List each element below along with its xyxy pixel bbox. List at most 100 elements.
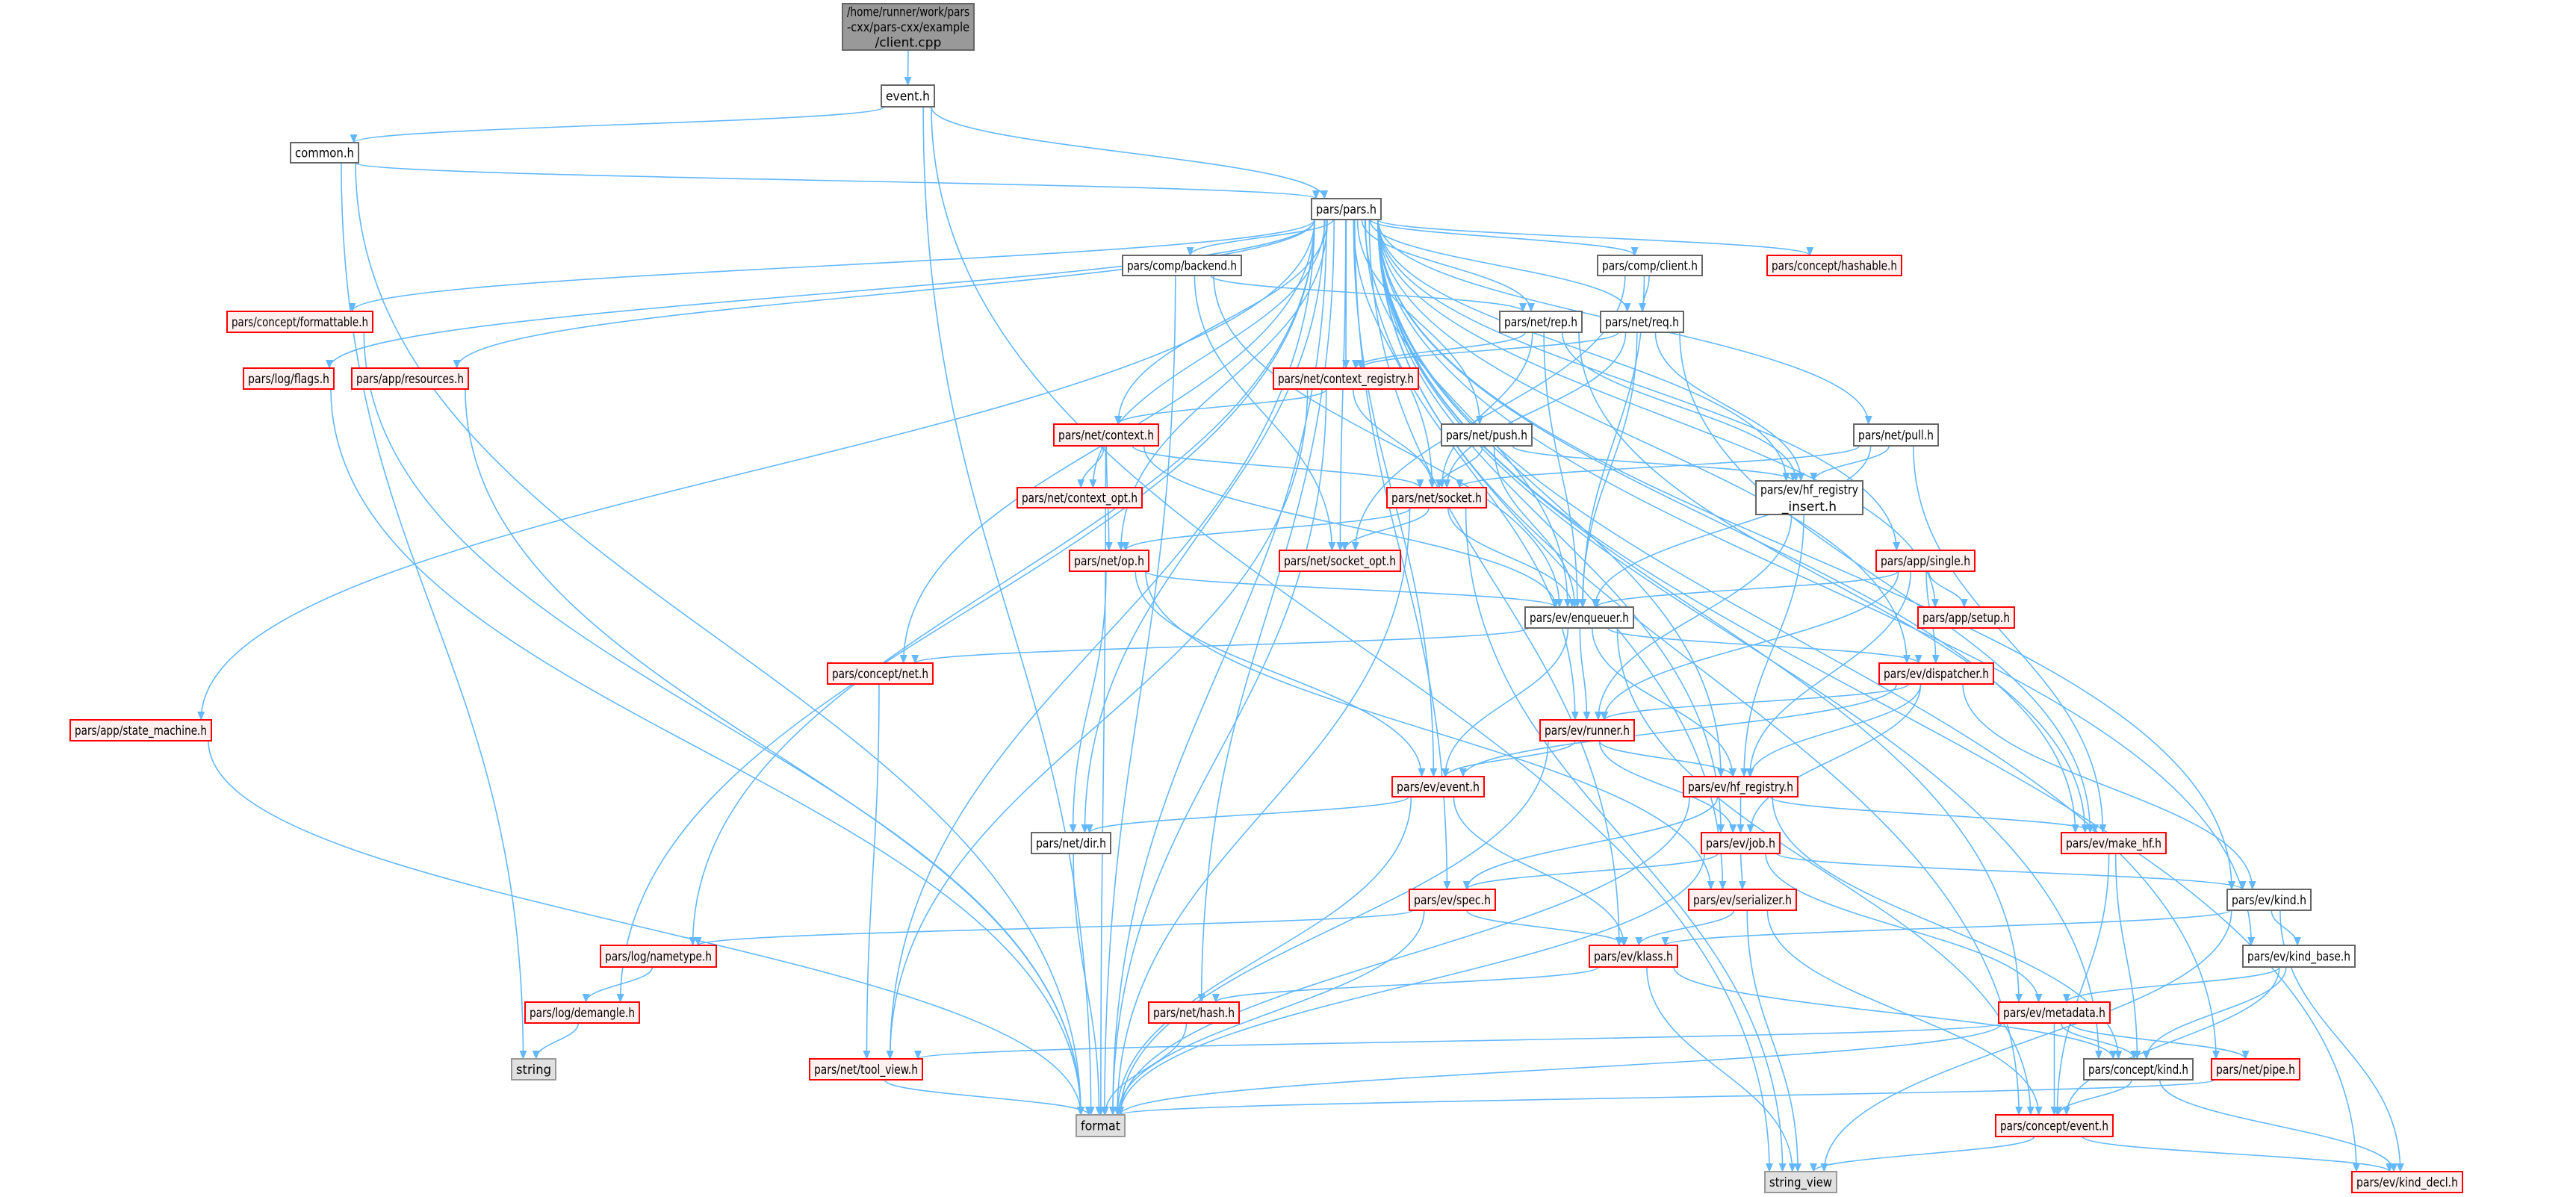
node-ctx-opt[interactable]: pars/net/context_opt.h [1017,487,1143,509]
node-box[interactable] [1766,255,1902,276]
node-enqueuer[interactable]: pars/ev/enqueuer.h [1524,606,1634,629]
node-box[interactable] [1701,832,1781,854]
node-box[interactable] [1539,719,1635,741]
node-hashable[interactable]: pars/concept/hashable.h [1766,255,1902,276]
node-push[interactable]: pars/net/push.h [1441,423,1533,447]
edge-enqueuer-to-dispatcher [1607,627,1922,664]
node-box[interactable] [600,945,717,968]
node-client[interactable]: pars/comp/client.h [1597,255,1703,276]
node-nametype[interactable]: pars/log/nametype.h [600,945,717,968]
edge-single-to-enqueuer [1592,570,1899,608]
node-box[interactable] [1017,487,1143,509]
node-box[interactable] [2242,945,2356,968]
node-box[interactable] [1995,1114,2114,1137]
node-rep[interactable]: pars/net/rep.h [1499,311,1583,333]
node-box[interactable] [1524,606,1634,629]
node-box[interactable] [827,662,934,685]
node-hash[interactable]: pars/net/hash.h [1148,1001,1240,1024]
node-serializer[interactable]: pars/ev/serializer.h [1688,889,1797,911]
node-formattable[interactable]: pars/concept/formattable.h [226,311,373,333]
node-context[interactable]: pars/net/context.h [1053,423,1159,447]
edge-runner-to-hf_registry [1598,740,1737,777]
node-concept-event[interactable]: pars/concept/event.h [1995,1114,2114,1137]
node-box[interactable] [1853,423,1939,447]
node-hf-registry[interactable]: pars/ev/hf_registry.h [1683,776,1798,798]
node-box[interactable] [1917,606,2015,629]
node-box[interactable] [1589,945,1678,968]
node-box[interactable] [1391,776,1485,798]
node-box[interactable] [1878,662,1994,685]
node-dir[interactable]: pars/net/dir.h [1031,832,1111,854]
node-job[interactable]: pars/ev/job.h [1701,832,1781,854]
node-setup[interactable]: pars/app/setup.h [1917,606,2015,629]
node-ev-event[interactable]: pars/ev/event.h [1391,776,1485,798]
node-metadata[interactable]: pars/ev/metadata.h [1998,1001,2111,1024]
node-event-h[interactable]: event.h [881,84,935,108]
node-req[interactable]: pars/net/req.h [1600,311,1684,333]
node-spec[interactable]: pars/ev/spec.h [1409,889,1496,911]
node-box[interactable] [1409,889,1496,911]
node-box[interactable] [226,311,373,333]
node-box[interactable] [1998,1001,2111,1024]
node-box[interactable] [2083,1058,2194,1081]
node-box[interactable] [524,1001,640,1024]
node-make-hf[interactable]: pars/ev/make_hf.h [2061,832,2167,854]
node-flags[interactable]: pars/log/flags.h [243,367,335,390]
node-resources[interactable]: pars/app/resources.h [351,367,469,390]
node-box[interactable] [1148,1001,1240,1024]
node-op[interactable]: pars/net/op.h [1069,550,1149,572]
node-backend[interactable]: pars/comp/backend.h [1122,255,1242,276]
node-box[interactable] [1875,550,1976,572]
node-box[interactable] [1279,550,1401,572]
node-box[interactable] [1441,423,1533,447]
node-box[interactable] [1053,423,1159,447]
node-box[interactable] [1386,487,1487,509]
edge-pars_h-to-hf_registry [1377,219,1725,777]
node-box[interactable] [1499,311,1583,333]
node-pull[interactable]: pars/net/pull.h [1853,423,1939,447]
node-box[interactable] [1273,367,1419,390]
node-kind-base[interactable]: pars/ev/kind_base.h [2242,945,2356,968]
node-klass[interactable]: pars/ev/klass.h [1589,945,1678,968]
node-label: pars/net/socket_opt.h [1284,554,1396,569]
node-pipe[interactable]: pars/net/pipe.h [2211,1058,2300,1081]
node-box[interactable] [809,1058,923,1081]
node-dispatcher[interactable]: pars/ev/dispatcher.h [1878,662,1994,685]
node-box[interactable] [69,719,212,741]
node-pars-h[interactable]: pars/pars.h [1311,198,1382,220]
node-box[interactable] [881,84,935,108]
node-box[interactable] [1311,198,1382,220]
node-box[interactable] [1600,311,1684,333]
node-box[interactable] [290,142,359,164]
node-box[interactable] [2351,1171,2463,1193]
node-box[interactable] [1031,832,1111,854]
edge-pull-to-make_hf [1913,445,2107,833]
node-tool-view[interactable]: pars/net/tool_view.h [809,1058,923,1081]
node-box[interactable] [243,367,335,390]
node-demangle[interactable]: pars/log/demangle.h [524,1001,640,1024]
node-socket[interactable]: pars/net/socket.h [1386,487,1487,509]
node-runner[interactable]: pars/ev/runner.h [1539,719,1635,741]
node-kind-decl[interactable]: pars/ev/kind_decl.h [2351,1171,2463,1193]
node-box[interactable] [1597,255,1703,276]
node-kind[interactable]: pars/ev/kind.h [2226,889,2312,911]
node-concept-kind[interactable]: pars/concept/kind.h [2083,1058,2194,1081]
node-state-machine[interactable]: pars/app/state_machine.h [69,719,212,741]
node-box[interactable] [1755,480,1863,515]
node-box[interactable] [351,367,469,390]
node-box[interactable] [1122,255,1242,276]
node-concept-net[interactable]: pars/concept/net.h [827,662,934,685]
node-box[interactable] [1683,776,1798,798]
node-box[interactable] [2061,832,2167,854]
node-ctx-registry[interactable]: pars/net/context_registry.h [1273,367,1419,390]
node-box[interactable] [1069,550,1149,572]
node-label: pars/app/resources.h [356,372,464,387]
node-common-h[interactable]: common.h [290,142,359,164]
node-hf-insert[interactable]: pars/ev/hf_registry _insert.h [1755,480,1863,515]
node-box[interactable] [1688,889,1797,911]
node-box[interactable] [2211,1058,2300,1081]
node-socket-opt[interactable]: pars/net/socket_opt.h [1279,550,1401,572]
edge-hf_registry-to-spec [1462,796,1719,890]
node-box[interactable] [2226,889,2312,911]
node-single[interactable]: pars/app/single.h [1875,550,1976,572]
